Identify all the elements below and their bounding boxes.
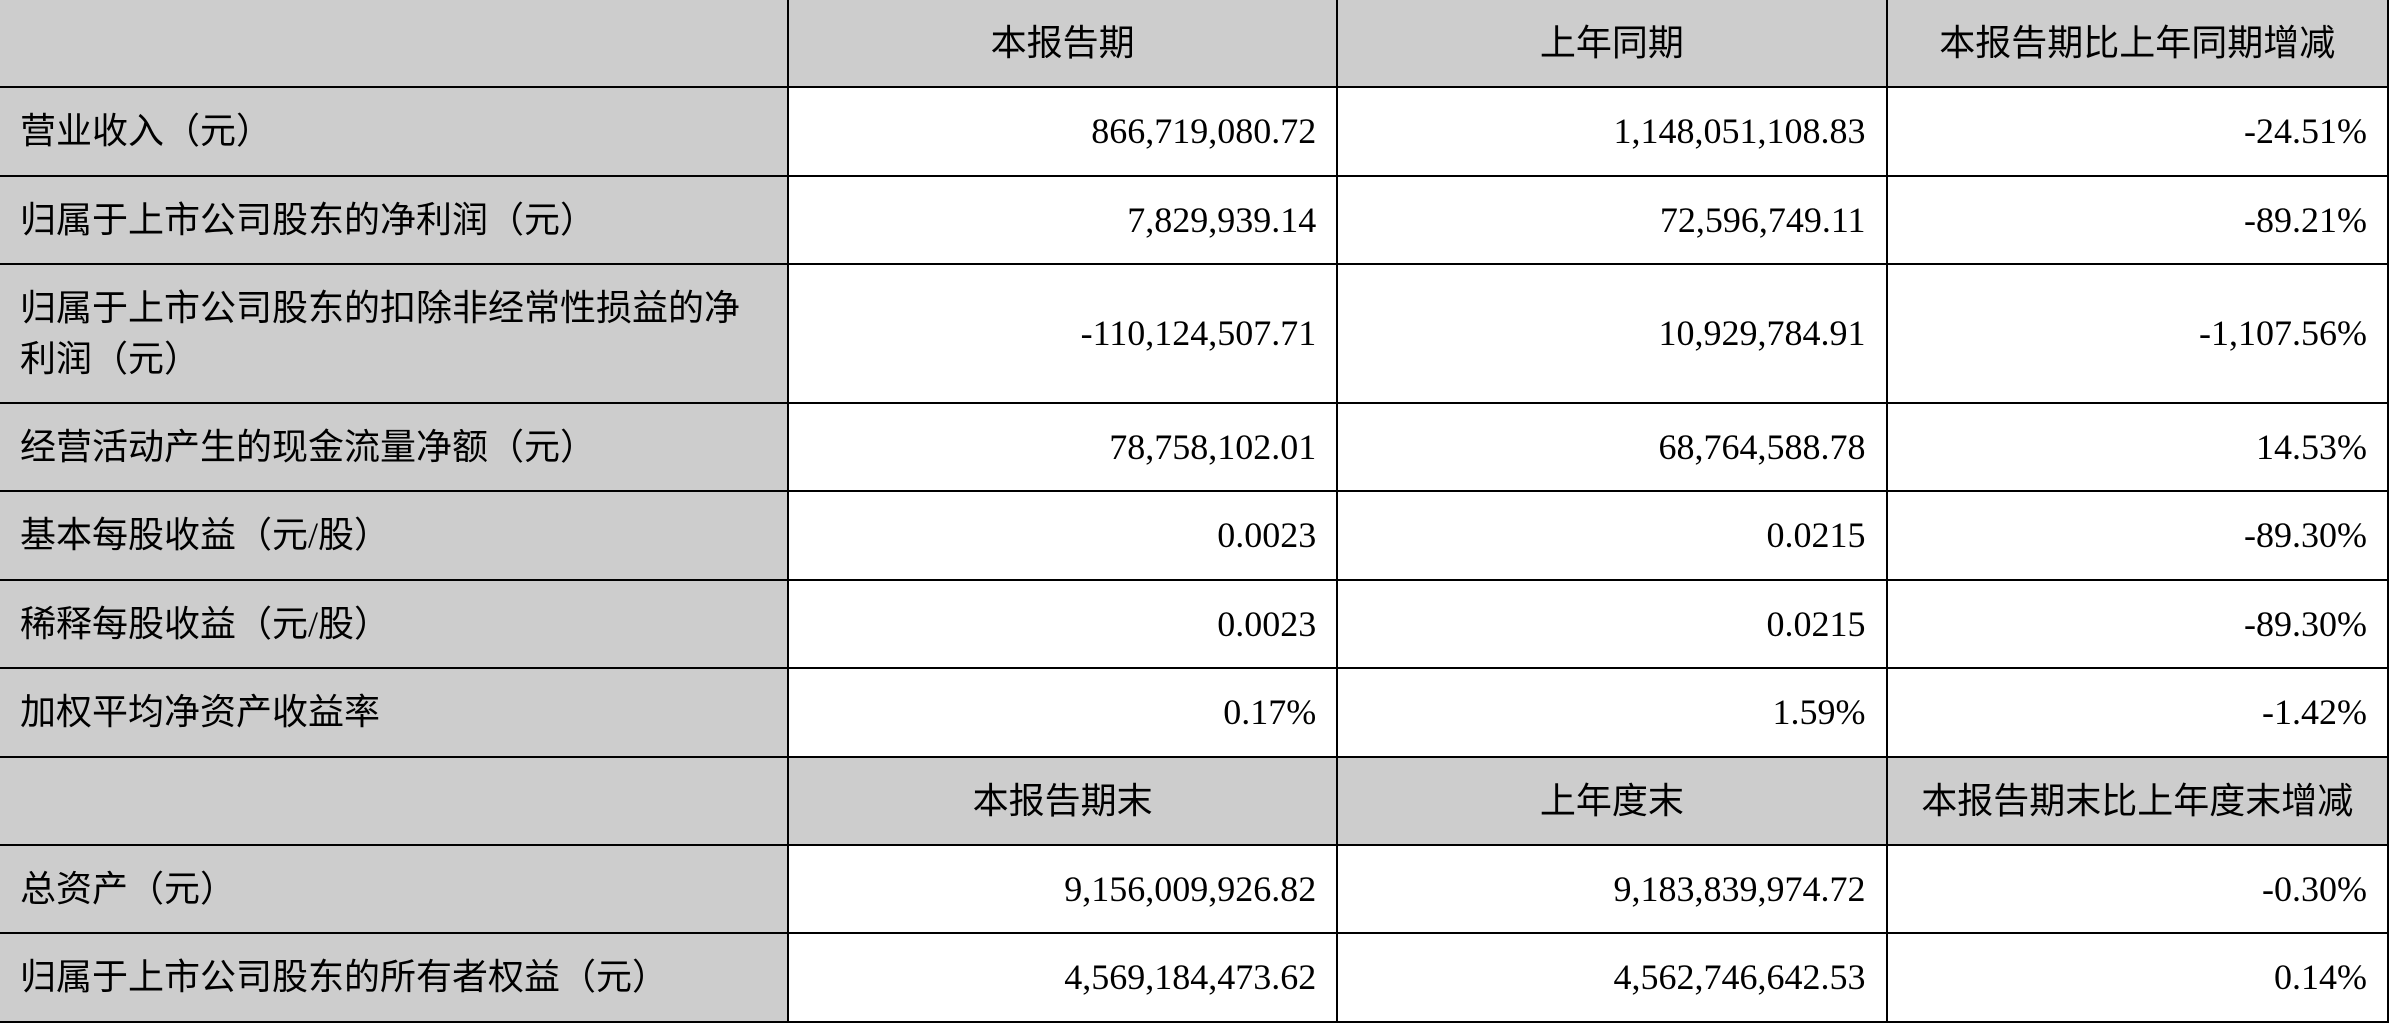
header-row-2: 本报告期末 上年度末 本报告期末比上年度末增减 [0, 757, 2388, 845]
row-label: 归属于上市公司股东的净利润（元） [0, 176, 788, 264]
row-value-prior: 9,183,839,974.72 [1337, 845, 1886, 933]
row-label: 经营活动产生的现金流量净额（元） [0, 403, 788, 491]
row-value-prior: 4,562,746,642.53 [1337, 933, 1886, 1021]
header-prior-period: 上年同期 [1337, 0, 1886, 87]
row-value-change: 14.53% [1887, 403, 2389, 491]
header-row-1: 本报告期 上年同期 本报告期比上年同期增减 [0, 0, 2388, 87]
header-blank-2 [0, 757, 788, 845]
row-label: 稀释每股收益（元/股） [0, 580, 788, 668]
row-value-current: 9,156,009,926.82 [788, 845, 1337, 933]
row-value-prior: 10,929,784.91 [1337, 264, 1886, 403]
financial-table: 本报告期 上年同期 本报告期比上年同期增减 营业收入（元） 866,719,08… [0, 0, 2389, 1023]
row-value-prior: 68,764,588.78 [1337, 403, 1886, 491]
row-label: 营业收入（元） [0, 87, 788, 175]
row-value-current: 0.17% [788, 668, 1337, 756]
row-label: 归属于上市公司股东的扣除非经常性损益的净利润（元） [0, 264, 788, 403]
table-row: 加权平均净资产收益率 0.17% 1.59% -1.42% [0, 668, 2388, 756]
table-row: 稀释每股收益（元/股） 0.0023 0.0215 -89.30% [0, 580, 2388, 668]
table-body: 本报告期 上年同期 本报告期比上年同期增减 营业收入（元） 866,719,08… [0, 0, 2388, 1022]
header-change-2: 本报告期末比上年度末增减 [1887, 757, 2389, 845]
row-value-prior: 0.0215 [1337, 580, 1886, 668]
row-label: 归属于上市公司股东的所有者权益（元） [0, 933, 788, 1021]
row-value-prior: 1.59% [1337, 668, 1886, 756]
table-row: 基本每股收益（元/股） 0.0023 0.0215 -89.30% [0, 491, 2388, 579]
row-label: 加权平均净资产收益率 [0, 668, 788, 756]
row-value-current: 0.0023 [788, 491, 1337, 579]
table-row: 归属于上市公司股东的所有者权益（元） 4,569,184,473.62 4,56… [0, 933, 2388, 1021]
table-row: 经营活动产生的现金流量净额（元） 78,758,102.01 68,764,58… [0, 403, 2388, 491]
table-row: 总资产（元） 9,156,009,926.82 9,183,839,974.72… [0, 845, 2388, 933]
row-value-change: -1.42% [1887, 668, 2389, 756]
header-current-period: 本报告期 [788, 0, 1337, 87]
row-value-change: 0.14% [1887, 933, 2389, 1021]
table-row: 营业收入（元） 866,719,080.72 1,148,051,108.83 … [0, 87, 2388, 175]
row-value-prior: 72,596,749.11 [1337, 176, 1886, 264]
row-value-change: -0.30% [1887, 845, 2389, 933]
header-period-end: 本报告期末 [788, 757, 1337, 845]
header-change: 本报告期比上年同期增减 [1887, 0, 2389, 87]
row-value-current: 4,569,184,473.62 [788, 933, 1337, 1021]
row-value-prior: 0.0215 [1337, 491, 1886, 579]
table-row: 归属于上市公司股东的扣除非经常性损益的净利润（元） -110,124,507.7… [0, 264, 2388, 403]
header-blank-1 [0, 0, 788, 87]
row-label: 基本每股收益（元/股） [0, 491, 788, 579]
row-value-change: -89.30% [1887, 491, 2389, 579]
row-value-prior: 1,148,051,108.83 [1337, 87, 1886, 175]
row-value-current: 7,829,939.14 [788, 176, 1337, 264]
table-row: 归属于上市公司股东的净利润（元） 7,829,939.14 72,596,749… [0, 176, 2388, 264]
row-label: 总资产（元） [0, 845, 788, 933]
row-value-current: 866,719,080.72 [788, 87, 1337, 175]
row-value-change: -89.30% [1887, 580, 2389, 668]
row-value-change: -24.51% [1887, 87, 2389, 175]
row-value-change: -1,107.56% [1887, 264, 2389, 403]
row-value-change: -89.21% [1887, 176, 2389, 264]
row-value-current: -110,124,507.71 [788, 264, 1337, 403]
header-prior-year-end: 上年度末 [1337, 757, 1886, 845]
row-value-current: 78,758,102.01 [788, 403, 1337, 491]
row-value-current: 0.0023 [788, 580, 1337, 668]
